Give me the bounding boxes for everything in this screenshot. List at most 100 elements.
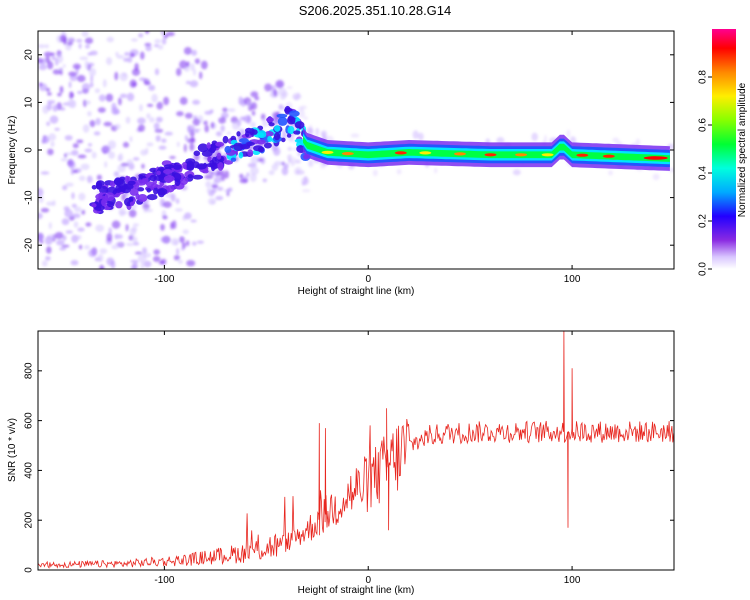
noise-blob: [122, 141, 130, 148]
noise-blob: [47, 100, 56, 104]
noise-blob: [273, 89, 278, 97]
noise-blob: [652, 173, 660, 181]
noise-blob: [38, 212, 43, 220]
noise-blob: [74, 206, 82, 213]
ridge-blob: [224, 145, 232, 154]
noise-blob: [97, 254, 104, 262]
noise-blob: [68, 160, 76, 170]
noise-blob: [140, 149, 148, 156]
ridge-blob: [101, 198, 107, 207]
noise-blob: [48, 222, 52, 230]
ridge-blob: [174, 178, 181, 187]
noise-blob: [72, 143, 79, 149]
noise-blob: [190, 219, 197, 223]
noise-blob: [59, 34, 67, 43]
band-hotspot: [454, 152, 466, 156]
noise-blob: [126, 92, 135, 102]
noise-blob: [38, 82, 43, 87]
noise-blob: [130, 259, 139, 263]
noise-blob: [85, 100, 91, 105]
snr-series-line: [38, 331, 674, 569]
noise-blob: [41, 260, 48, 267]
noise-blob: [287, 146, 292, 151]
snr-ytick-label: 800: [24, 362, 35, 379]
noise-blob: [102, 79, 107, 88]
noise-blob: [396, 168, 402, 175]
noise-blob: [174, 208, 183, 212]
ridge-blob: [281, 137, 286, 143]
noise-blob: [139, 104, 143, 112]
noise-blob: [251, 110, 256, 116]
noise-blob: [128, 209, 137, 218]
noise-blob: [81, 83, 91, 92]
noise-blob: [67, 41, 73, 46]
noise-blob: [90, 74, 94, 83]
noise-blob: [107, 140, 117, 150]
noise-blob: [113, 171, 120, 177]
noise-blob: [46, 201, 55, 206]
noise-blob: [264, 83, 272, 92]
spectrogram-xtick-label: 100: [564, 274, 581, 285]
noise-blob: [350, 133, 360, 138]
noise-blob: [57, 92, 62, 97]
noise-blob: [192, 241, 197, 246]
noise-blob: [200, 60, 208, 70]
noise-blob: [130, 264, 137, 269]
noise-blob: [412, 130, 419, 140]
noise-blob: [48, 133, 57, 141]
ridge-blob: [247, 149, 254, 157]
noise-blob: [111, 244, 119, 250]
noise-blob: [157, 44, 164, 50]
noise-blob: [40, 171, 50, 175]
noise-blob: [160, 236, 170, 243]
noise-blob: [221, 112, 229, 119]
noise-blob: [77, 90, 83, 95]
noise-blob: [189, 143, 195, 151]
spectrogram-ytick-label: 10: [24, 96, 35, 108]
ridge-blob: [138, 173, 148, 179]
band-hotspot: [419, 151, 432, 155]
noise-blob: [224, 170, 230, 179]
noise-blob: [62, 185, 68, 191]
noise-blob: [89, 120, 96, 128]
noise-blob: [121, 193, 127, 201]
noise-blob: [181, 242, 186, 249]
noise-blob: [608, 170, 613, 176]
noise-blob: [77, 227, 85, 232]
spectrogram-band: [303, 126, 670, 171]
noise-blob: [187, 125, 191, 134]
noise-blob: [64, 209, 73, 218]
noise-blob: [94, 88, 100, 94]
noise-blob: [152, 256, 161, 262]
noise-blob: [45, 87, 51, 92]
noise-blob: [114, 71, 119, 81]
noise-blob: [155, 135, 161, 142]
ridge-blob: [288, 110, 300, 117]
noise-blob: [133, 241, 140, 246]
noise-blob: [106, 36, 115, 43]
noise-blob: [73, 221, 79, 228]
ridge-blob: [256, 139, 266, 145]
noise-blob: [156, 101, 163, 110]
noise-blob: [88, 249, 97, 258]
ridge-blob: [288, 115, 294, 122]
noise-blob: [176, 248, 180, 256]
noise-blob: [44, 236, 53, 246]
ridge-blob: [197, 143, 209, 153]
noise-blob: [210, 200, 216, 205]
noise-blob: [40, 207, 50, 213]
ridge-blob: [91, 203, 97, 208]
noise-blob: [170, 222, 174, 230]
band-hotspot: [602, 154, 615, 158]
noise-blob: [84, 37, 94, 44]
noise-blob: [129, 227, 137, 236]
ridge-blob: [236, 131, 241, 137]
ridge-blob: [193, 150, 201, 157]
ridge-blob: [294, 121, 305, 129]
noise-blob: [182, 229, 189, 235]
snr-ytick-label: 200: [24, 511, 35, 528]
ridge-blob: [224, 160, 234, 165]
ridge-blob: [217, 162, 224, 171]
ridge-blob: [137, 194, 148, 202]
noise-blob: [194, 58, 200, 64]
